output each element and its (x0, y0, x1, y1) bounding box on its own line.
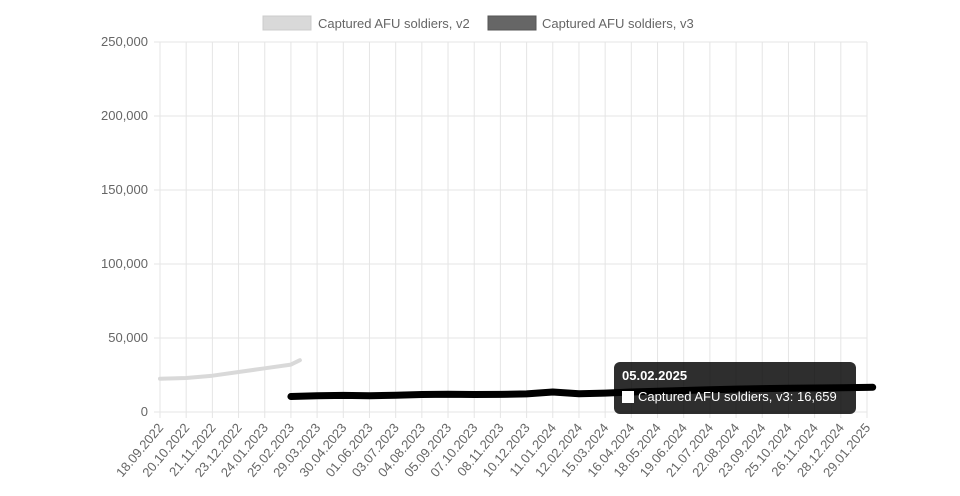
x-axis: 18.09.202220.10.202221.11.202223.12.2022… (113, 420, 873, 479)
data-point (314, 392, 321, 399)
legend-swatch (262, 15, 312, 31)
y-tick-label: 150,000 (101, 182, 148, 197)
grid (154, 41, 868, 418)
data-point (576, 390, 582, 397)
data-point (298, 358, 302, 362)
data-point (263, 366, 267, 370)
tooltip-title: 05.02.2025 (622, 368, 688, 383)
data-point (287, 393, 294, 400)
data-point (869, 384, 876, 391)
y-axis: 0 50,000 100,000 150,000 200,000 250,000 (101, 34, 148, 419)
tooltip: 05.02.2025 Captured AFU soldiers, v3: 16… (614, 362, 856, 414)
tooltip-label: Captured AFU soldiers, v3: 16,659 (638, 389, 837, 404)
data-point (471, 391, 478, 398)
data-point (210, 374, 214, 378)
legend-item-1[interactable]: Captured AFU soldiers, v2 (262, 15, 470, 31)
data-point (366, 392, 373, 399)
data-point (523, 390, 530, 397)
series-line-1 (158, 358, 302, 381)
y-tick-label: 100,000 (101, 256, 148, 271)
y-tick-label: 0 (141, 404, 148, 419)
y-tick-label: 50,000 (108, 330, 148, 345)
data-point (392, 392, 399, 399)
tooltip-row: Captured AFU soldiers, v3: 16,659 (622, 389, 848, 404)
y-tick-label: 200,000 (101, 108, 148, 123)
legend-swatch (487, 15, 537, 31)
legend-label: Captured AFU soldiers, v2 (318, 16, 470, 31)
data-point (602, 390, 609, 397)
data-point (158, 377, 162, 381)
data-point (237, 370, 241, 374)
data-point (864, 384, 870, 391)
legend[interactable]: Captured AFU soldiers, v2 Captured AFU so… (262, 15, 694, 31)
data-point (549, 389, 556, 395)
legend-label: Captured AFU soldiers, v3 (542, 16, 694, 31)
data-point (445, 391, 451, 398)
tooltip-color-swatch (622, 390, 634, 403)
data-point (184, 376, 188, 380)
legend-item-2[interactable]: Captured AFU soldiers, v3 (487, 15, 694, 31)
data-point (418, 391, 425, 398)
data-point (289, 363, 293, 367)
data-point (497, 391, 504, 398)
y-tick-label: 250,000 (101, 34, 148, 49)
data-point (340, 392, 347, 399)
